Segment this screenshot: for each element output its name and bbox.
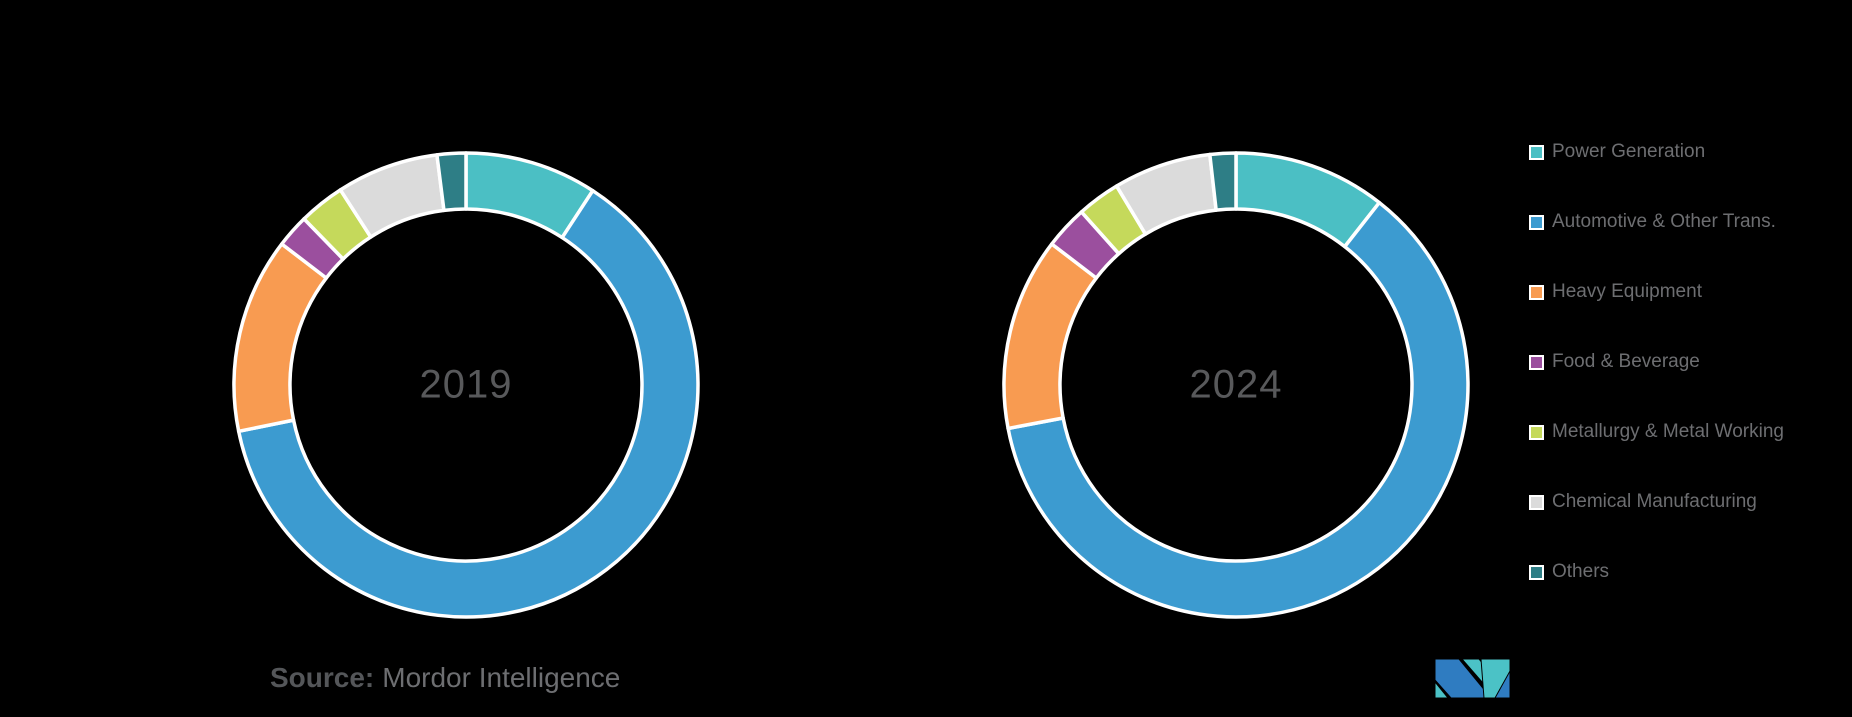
- logo-blue-stroke: [1435, 659, 1492, 698]
- donut-2024-center-label: 2024: [1189, 362, 1283, 407]
- legend-label-power-generation: Power Generation: [1552, 141, 1706, 162]
- logo-i-bar-blue: [1494, 669, 1510, 698]
- slice-2019-others: [435, 151, 468, 213]
- slice-2024-heavy-equipment: [1002, 242, 1099, 431]
- slice-2024-automotive-other-trans: [1006, 200, 1470, 619]
- legend-label-food-beverage: Food & Beverage: [1552, 351, 1700, 372]
- legend: Power Generation Automotive & Other Trans…: [1529, 117, 1784, 607]
- legend-swatch-food-beverage: [1529, 354, 1544, 370]
- mordor-intelligence-logo: [1435, 659, 1510, 698]
- legend-swatch-metallurgy-metal-working: [1529, 424, 1544, 440]
- legend-item-metallurgy-metal-working: Metallurgy & Metal Working: [1529, 397, 1784, 467]
- donut-chart-2024: 2024: [996, 145, 1476, 625]
- slice-2019-automotive-other-trans: [236, 188, 700, 619]
- legend-swatch-power-generation: [1529, 144, 1544, 160]
- legend-item-others: Others: [1529, 537, 1784, 607]
- donut-2024-ring: [1002, 151, 1470, 619]
- slice-2019-heavy-equipment: [232, 242, 329, 434]
- legend-label-others: Others: [1552, 561, 1610, 582]
- source-label: Source:: [270, 662, 375, 693]
- donut-2019-ring: [232, 151, 700, 619]
- legend-item-heavy-equipment: Heavy Equipment: [1529, 257, 1784, 327]
- source-line: Source: Mordor Intelligence: [270, 662, 620, 694]
- legend-label-chemical-manufacturing: Chemical Manufacturing: [1552, 491, 1757, 512]
- donut-2019-center-label: 2019: [419, 362, 513, 407]
- source-name: Mordor Intelligence: [382, 662, 621, 693]
- legend-swatch-heavy-equipment: [1529, 284, 1544, 300]
- logo-teal-wedge: [1435, 681, 1449, 698]
- slice-2024-others: [1208, 151, 1238, 212]
- legend-swatch-chemical-manufacturing: [1529, 494, 1544, 510]
- legend-label-metallurgy-metal-working: Metallurgy & Metal Working: [1552, 421, 1784, 442]
- legend-swatch-others: [1529, 564, 1544, 580]
- legend-item-food-beverage: Food & Beverage: [1529, 327, 1784, 397]
- legend-swatch-automotive-other-trans: [1529, 214, 1544, 230]
- donut-chart-2019: 2019: [226, 145, 706, 625]
- legend-item-chemical-manufacturing: Chemical Manufacturing: [1529, 467, 1784, 537]
- legend-item-power-generation: Power Generation: [1529, 117, 1784, 187]
- legend-label-heavy-equipment: Heavy Equipment: [1552, 281, 1702, 302]
- legend-label-automotive-other-trans: Automotive & Other Trans.: [1552, 211, 1776, 232]
- legend-item-automotive-other-trans: Automotive & Other Trans.: [1529, 187, 1784, 257]
